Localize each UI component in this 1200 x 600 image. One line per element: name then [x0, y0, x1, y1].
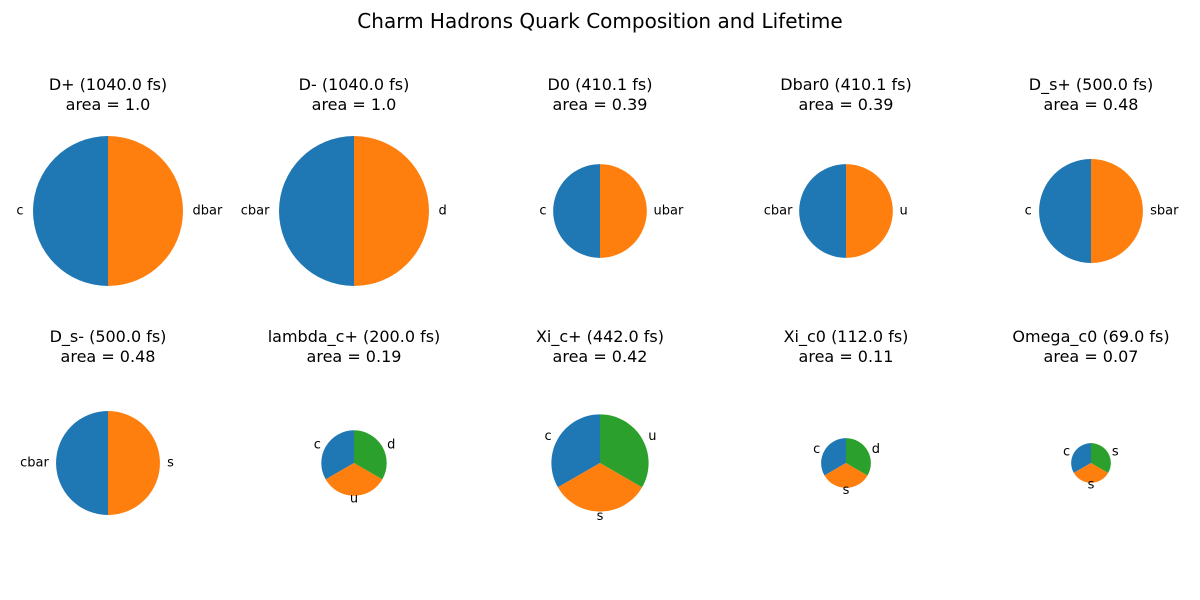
pie-subtitle: area = 0.42: [553, 347, 648, 366]
slice-label: s: [843, 483, 850, 498]
pie-slice: [325, 463, 383, 496]
pie-slice: [1071, 443, 1091, 473]
slice-label: sbar: [1150, 204, 1179, 219]
pie-chart: D0 (410.1 fs)area = 0.39 c ubar: [539, 75, 684, 258]
pie-chart: Omega_c0 (69.0 fs)area = 0.07 c s s: [1012, 327, 1169, 492]
pie-slice: [557, 463, 643, 512]
pie-slice: [799, 164, 846, 258]
pie-slice: [1039, 159, 1091, 263]
slice-label: d: [387, 438, 395, 453]
pie-slice: [553, 164, 600, 258]
slice-label: c: [539, 204, 546, 219]
pie-chart: lambda_c+ (200.0 fs)area = 0.19 c u d: [268, 327, 441, 506]
pie-slice: [600, 164, 647, 258]
pie-title: D+ (1040.0 fs): [49, 75, 167, 94]
slice-label: cbar: [20, 456, 49, 471]
chart-title: Charm Hadrons Quark Composition and Life…: [357, 9, 842, 33]
slice-label: c: [545, 429, 552, 444]
pie-title: Xi_c+ (442.0 fs): [536, 327, 664, 347]
pie-title: D_s- (500.0 fs): [50, 327, 167, 347]
pie-title: Omega_c0 (69.0 fs): [1012, 327, 1169, 347]
pie-title: Dbar0 (410.1 fs): [780, 75, 911, 94]
slice-label: c: [813, 442, 820, 457]
pie-slice: [321, 430, 354, 480]
pie-slice: [824, 463, 868, 488]
pie-chart: Xi_c0 (112.0 fs)area = 0.11 c s d: [784, 327, 909, 498]
pie-title: D_s+ (500.0 fs): [1029, 75, 1154, 95]
pie-chart: D+ (1040.0 fs)area = 1.0 c dbar: [16, 75, 223, 286]
slice-label: c: [1063, 445, 1070, 460]
pie-slice: [821, 438, 846, 476]
pie-subtitle: area = 0.07: [1044, 347, 1139, 366]
slice-label: ubar: [654, 204, 684, 219]
pie-chart: D_s+ (500.0 fs)area = 0.48 c sbar: [1025, 75, 1179, 263]
pie-slice: [600, 414, 649, 488]
pie-title: lambda_c+ (200.0 fs): [268, 327, 441, 347]
pie-slice: [33, 136, 108, 286]
slice-label: cbar: [241, 204, 270, 219]
slice-label: cbar: [764, 204, 793, 219]
pie-subtitle: area = 0.48: [61, 347, 156, 366]
pie-slice: [279, 136, 354, 286]
slice-label: c: [314, 438, 321, 453]
slice-label: d: [439, 204, 447, 219]
pie-subtitle: area = 0.19: [307, 347, 402, 366]
pie-subtitle: area = 1.0: [312, 95, 397, 114]
pie-slice: [56, 411, 108, 515]
pie-chart: D_s- (500.0 fs)area = 0.48 cbar s: [20, 327, 174, 515]
slice-label: dbar: [193, 204, 223, 219]
pie-subtitle: area = 0.48: [1044, 95, 1139, 114]
slice-label: s: [597, 509, 604, 524]
pie-slice: [846, 164, 893, 258]
pie-subtitle: area = 0.39: [553, 95, 648, 114]
pie-slice: [1091, 159, 1143, 263]
slice-label: u: [350, 491, 358, 506]
slice-label: c: [1025, 204, 1032, 219]
pie-subtitle: area = 1.0: [66, 95, 151, 114]
pie-slice: [846, 438, 871, 476]
slice-label: s: [1088, 477, 1095, 492]
pie-slice: [1073, 463, 1109, 483]
pie-title: Xi_c0 (112.0 fs): [784, 327, 909, 347]
pie-title: D0 (410.1 fs): [548, 75, 653, 94]
slice-label: u: [648, 429, 656, 444]
pie-slice: [108, 136, 183, 286]
pie-slice: [108, 411, 160, 515]
slice-label: d: [872, 442, 880, 457]
pie-slice: [1091, 443, 1111, 473]
slice-label: s: [1112, 445, 1119, 460]
slice-label: c: [16, 204, 23, 219]
pie-chart: Xi_c+ (442.0 fs)area = 0.42 c s u: [536, 327, 664, 524]
pie-subtitle: area = 0.39: [799, 95, 894, 114]
slice-label: u: [900, 204, 908, 219]
pie-chart: Dbar0 (410.1 fs)area = 0.39 cbar u: [764, 75, 912, 258]
pie-slice: [551, 414, 600, 488]
pie-slice: [354, 430, 387, 480]
pie-title: D- (1040.0 fs): [299, 75, 410, 94]
pie-chart: D- (1040.0 fs)area = 1.0 cbar d: [241, 75, 447, 286]
slice-label: s: [167, 456, 174, 471]
pie-slice: [354, 136, 429, 286]
pie-subtitle: area = 0.11: [799, 347, 894, 366]
